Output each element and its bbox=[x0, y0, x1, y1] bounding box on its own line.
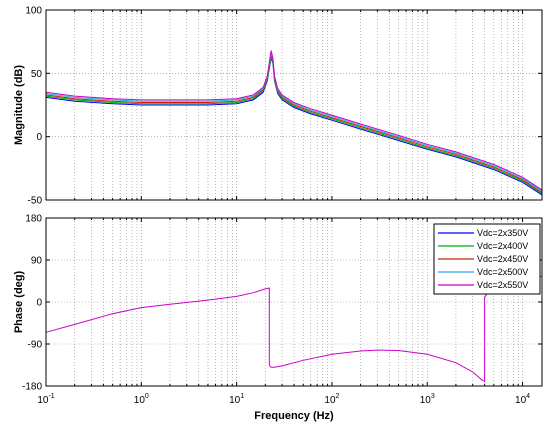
phase-y-tick-label: -180 bbox=[22, 382, 42, 393]
legend-entry-label: Vdc=2x450V bbox=[477, 254, 528, 264]
magnitude-y-tick-label: 100 bbox=[25, 6, 42, 17]
phase-y-axis-label: Phase (deg) bbox=[13, 270, 25, 333]
phase-y-tick-label: -90 bbox=[28, 340, 43, 351]
magnitude-series-line bbox=[45, 50, 543, 191]
magnitude-panel: -50 0 50 100 Magnitude (dB) bbox=[13, 6, 543, 207]
magnitude-y-tick-label: -50 bbox=[28, 196, 43, 207]
frequency-x-tick-label: 104 bbox=[515, 393, 530, 406]
magnitude-tick-labels: -50 0 50 100 bbox=[25, 6, 542, 207]
phase-y-tick-label: 180 bbox=[25, 214, 42, 225]
frequency-x-tick-label: 103 bbox=[420, 393, 435, 406]
frequency-x-tick-label: 10-1 bbox=[37, 393, 54, 406]
phase-series bbox=[45, 275, 543, 383]
frequency-x-tick-label: 101 bbox=[229, 393, 244, 406]
phase-y-tick-label: 90 bbox=[31, 256, 43, 267]
legend-entry-label: Vdc=2x400V bbox=[477, 241, 528, 251]
legend-entry-label: Vdc=2x550V bbox=[477, 280, 528, 290]
phase-y-tick-label: 0 bbox=[36, 298, 42, 309]
frequency-x-tick-label: 100 bbox=[134, 393, 149, 406]
magnitude-series bbox=[45, 50, 543, 196]
magnitude-y-tick-label: 0 bbox=[36, 132, 42, 143]
frequency-x-axis-label: Frequency (Hz) bbox=[254, 410, 334, 422]
legend-entry-label: Vdc=2x350V bbox=[477, 228, 528, 238]
magnitude-y-axis-label: Magnitude (dB) bbox=[13, 65, 25, 145]
phase-tick-labels: -180 -90 0 90 180 10-1 100 101 102 103 104 bbox=[22, 214, 542, 406]
legend: Vdc=2x350V Vdc=2x400V Vdc=2x450V Vdc=2x500V… bbox=[433, 223, 541, 295]
frequency-x-tick-label: 102 bbox=[324, 393, 339, 406]
legend-entry-label: Vdc=2x500V bbox=[477, 267, 528, 277]
phase-series-line bbox=[45, 275, 543, 383]
phase-grid bbox=[45, 217, 542, 387]
phase-panel: -180 -90 0 90 180 10-1 100 101 102 103 104 Phase (… bbox=[13, 214, 543, 422]
magnitude-y-tick-label: 50 bbox=[31, 69, 43, 80]
